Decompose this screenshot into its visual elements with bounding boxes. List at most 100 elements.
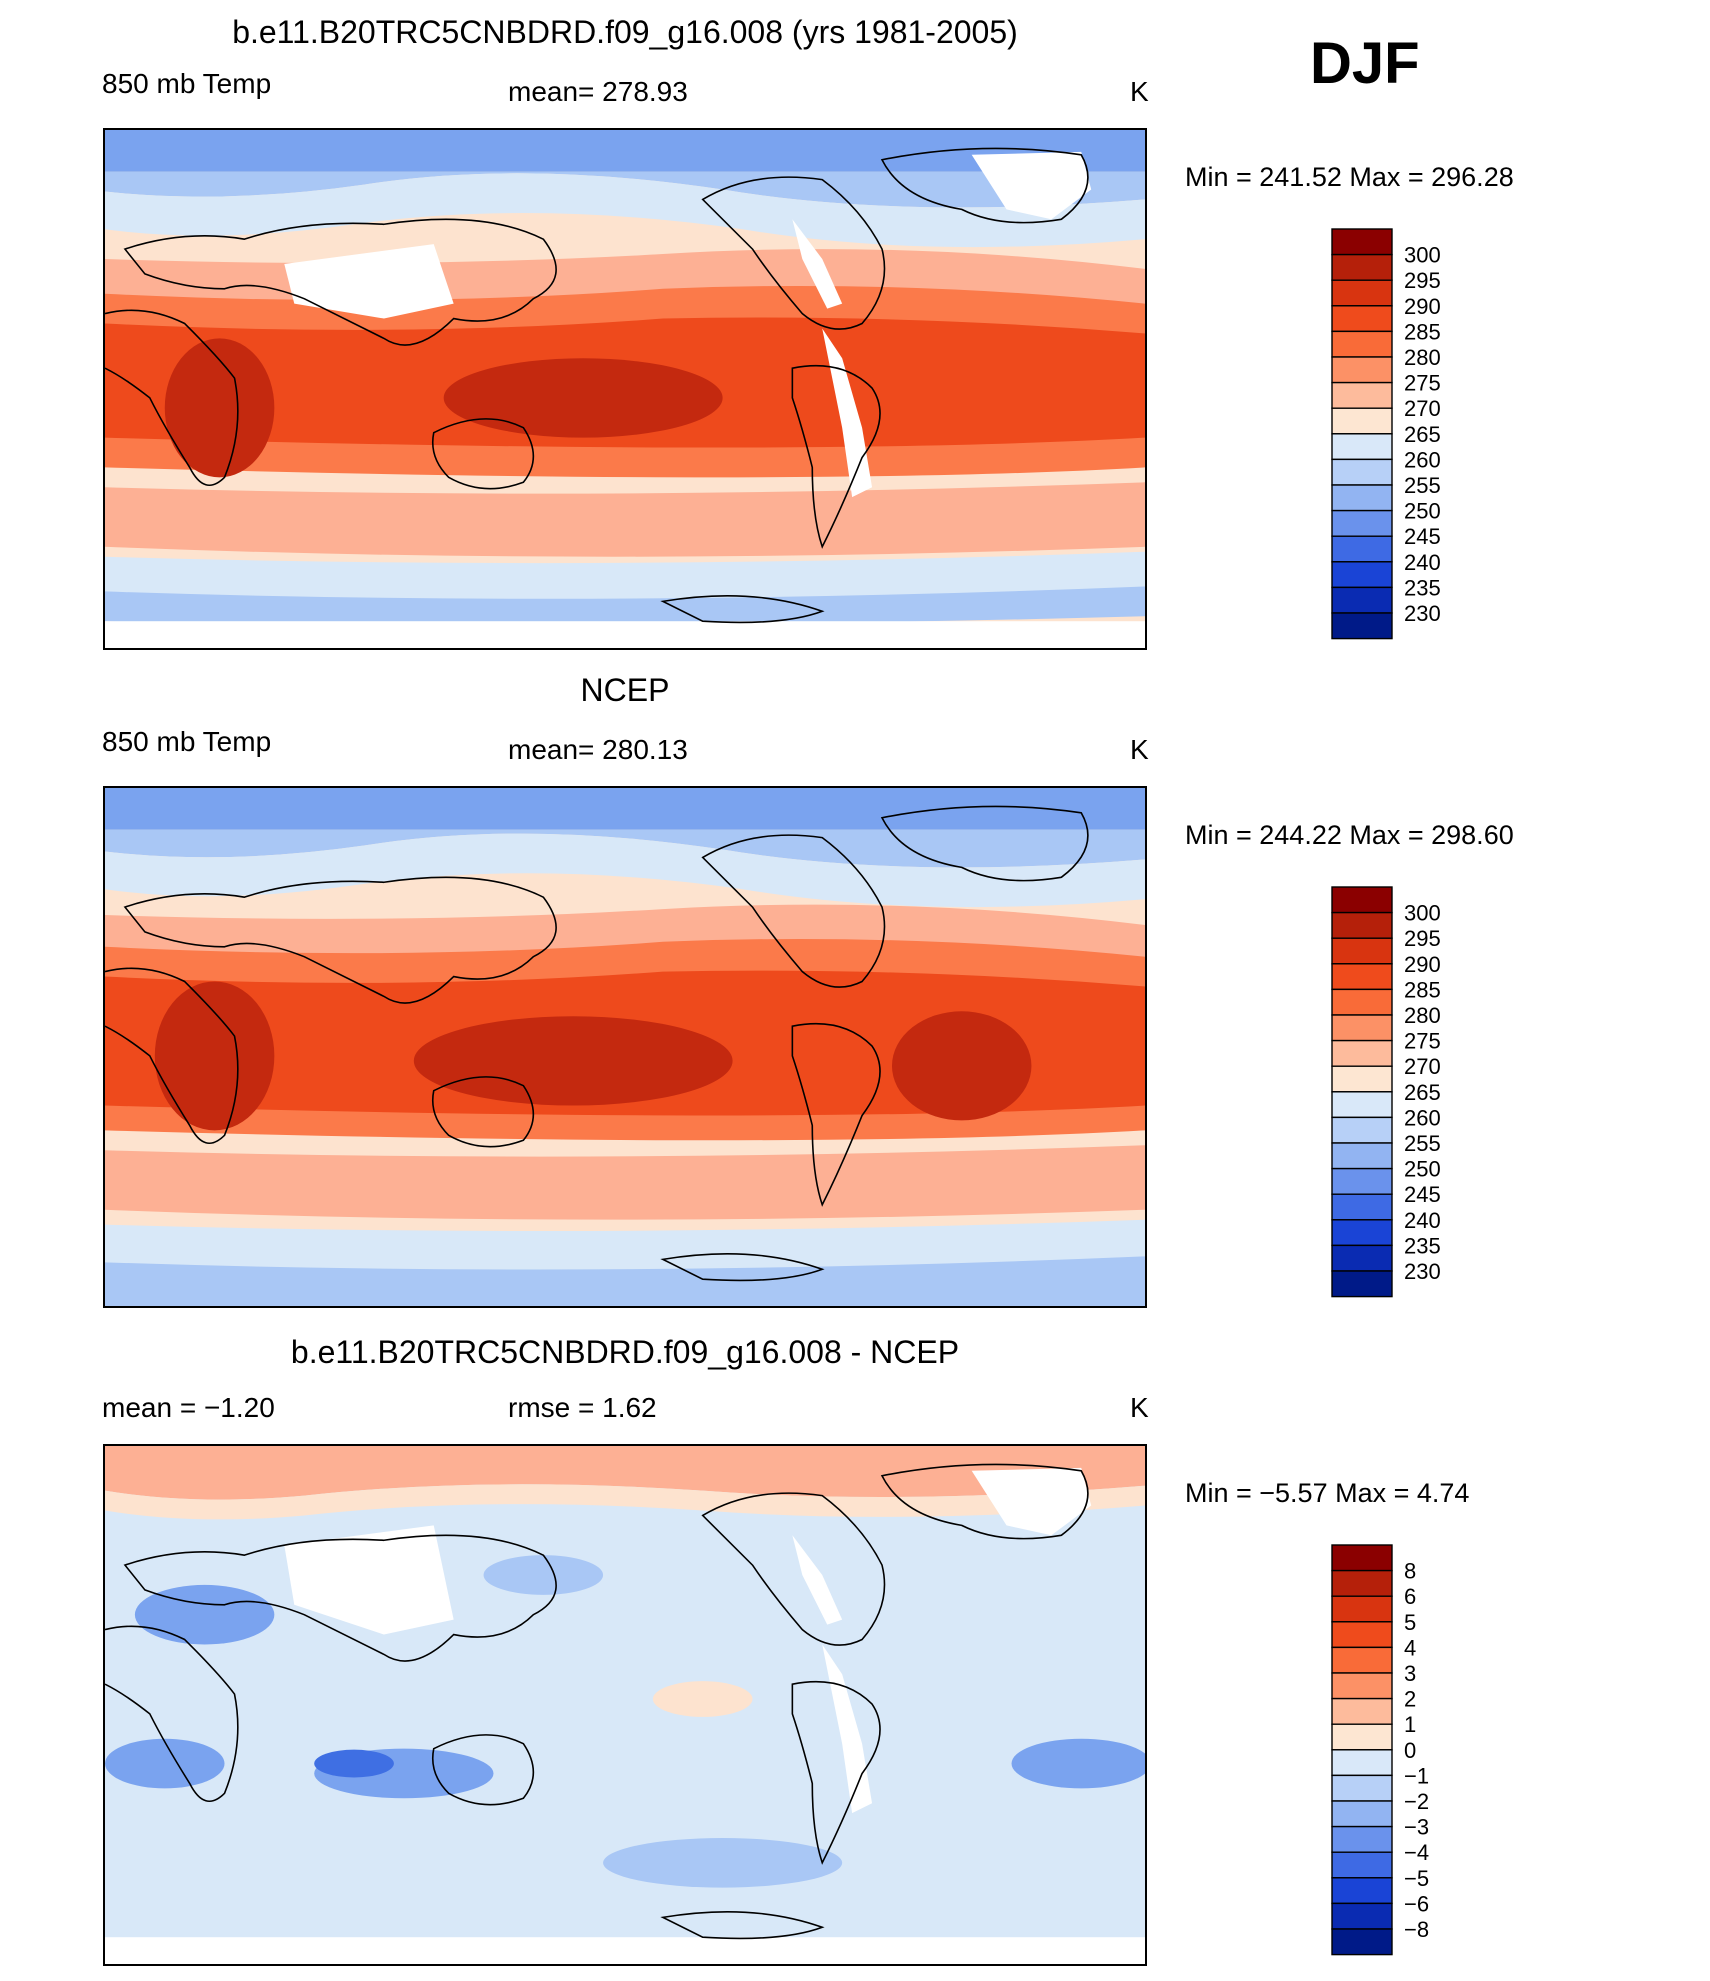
colorbar-box bbox=[1331, 1142, 1393, 1170]
colorbar-box bbox=[1331, 484, 1393, 512]
colorbar-box bbox=[1331, 1902, 1393, 1930]
colorbar-box bbox=[1331, 1014, 1393, 1042]
panel-2-variable-label: 850 mb Temp bbox=[102, 726, 272, 757]
colorbar-tick-label: 240 bbox=[1404, 550, 1441, 575]
p1-antarctica-missing bbox=[105, 621, 1145, 648]
colorbar-tick-label: −3 bbox=[1404, 1815, 1429, 1840]
colorbar-tick-label: 4 bbox=[1404, 1635, 1416, 1660]
p3-andes-missing bbox=[822, 1644, 873, 1814]
panel-1-variable-label: 850 mb Temp bbox=[102, 68, 272, 99]
season-label: DJF bbox=[1310, 31, 1420, 96]
colorbar-box bbox=[1331, 963, 1393, 991]
p1-andes-missing bbox=[822, 328, 873, 498]
colorbar-tick-label: 265 bbox=[1404, 422, 1441, 447]
colorbar-box bbox=[1331, 433, 1393, 461]
colorbar-tick-label: 300 bbox=[1404, 243, 1441, 268]
colorbar-box bbox=[1331, 1749, 1393, 1777]
colorbar-box bbox=[1331, 1723, 1393, 1751]
colorbar-tick-label: 255 bbox=[1404, 473, 1441, 498]
p2-samerica-warm bbox=[891, 1011, 1032, 1121]
p2-band-south-pale bbox=[105, 1219, 1145, 1275]
colorbar-tick-label: 270 bbox=[1404, 1054, 1441, 1079]
colorbar-tick-label: 275 bbox=[1404, 1029, 1441, 1054]
p1-band-south-blue bbox=[105, 586, 1145, 626]
colorbar-tick-label: 230 bbox=[1404, 601, 1441, 626]
colorbar-tick-label: −8 bbox=[1404, 1917, 1429, 1942]
colorbar-box bbox=[1331, 1065, 1393, 1093]
p2-band-north-blue bbox=[105, 829, 1145, 868]
colorbar-tick-label: −4 bbox=[1404, 1840, 1429, 1865]
p1-band-arctic bbox=[105, 130, 1145, 172]
colorbar-box bbox=[1331, 1851, 1393, 1879]
panel-1-units: K bbox=[1130, 76, 1149, 107]
colorbar-box bbox=[1331, 305, 1393, 333]
colorbar-tick-label: 6 bbox=[1404, 1584, 1416, 1609]
colorbar-tick-label: 275 bbox=[1404, 371, 1441, 396]
colorbar-box bbox=[1331, 1167, 1393, 1195]
colorbar-box bbox=[1331, 1646, 1393, 1674]
panel-2-mean-label: mean= 280.13 bbox=[508, 734, 688, 765]
panel-2-map bbox=[103, 786, 1147, 1308]
colorbar-tick-label: 270 bbox=[1404, 396, 1441, 421]
colorbar-tick-label: 245 bbox=[1404, 524, 1441, 549]
panel-2-units: K bbox=[1130, 734, 1149, 765]
colorbar-box bbox=[1331, 1825, 1393, 1853]
p1-rockies-missing bbox=[792, 219, 843, 309]
panel-1-mean-label: mean= 278.93 bbox=[508, 76, 688, 107]
panel-1-title: b.e11.B20TRC5CNBDRD.f09_g16.008 (yrs 198… bbox=[232, 14, 1018, 50]
colorbar-tick-label: −5 bbox=[1404, 1866, 1429, 1891]
colorbar-tick-label: 260 bbox=[1404, 1105, 1441, 1130]
p2-band-north-pale bbox=[105, 833, 1145, 908]
colorbar-box bbox=[1331, 1928, 1393, 1956]
p1-band-south-pale bbox=[105, 551, 1145, 607]
p3-rockies-missing bbox=[792, 1535, 843, 1625]
panel-3-minmax: Min = −5.57 Max = 4.74 bbox=[1185, 1478, 1470, 1508]
p3-tibet-missing bbox=[284, 1525, 454, 1635]
panel-3-map bbox=[103, 1444, 1147, 1966]
p2-warm-pool bbox=[413, 1016, 733, 1106]
panel-2-colorbar-labels: 3002952902852802752702652602552502452402… bbox=[1404, 901, 1441, 1284]
colorbar-box bbox=[1331, 253, 1393, 281]
colorbar-tick-label: 290 bbox=[1404, 952, 1441, 977]
p3-coastlines bbox=[105, 1463, 1089, 1940]
p2-band-south-blue bbox=[105, 1256, 1145, 1306]
colorbar-box bbox=[1331, 988, 1393, 1016]
p3-satl-cool bbox=[105, 1738, 225, 1789]
colorbar-tick-label: 5 bbox=[1404, 1610, 1416, 1635]
colorbar-box bbox=[1331, 1270, 1393, 1298]
colorbar-box bbox=[1331, 1039, 1393, 1067]
colorbar-box bbox=[1331, 1621, 1393, 1649]
panel-3-title: b.e11.B20TRC5CNBDRD.f09_g16.008 - NCEP bbox=[290, 1334, 960, 1370]
colorbar-tick-label: 260 bbox=[1404, 447, 1441, 472]
p1-band-south-warm bbox=[105, 482, 1145, 557]
colorbar-box bbox=[1331, 1697, 1393, 1725]
colorbar-box bbox=[1331, 381, 1393, 409]
colorbar-box bbox=[1331, 1193, 1393, 1221]
colorbar-box bbox=[1331, 586, 1393, 614]
p1-tibet-missing bbox=[284, 244, 454, 319]
panel-2-colorbar-boxes bbox=[1331, 886, 1393, 1298]
p3-antarctica-missing bbox=[105, 1937, 1145, 1964]
p3-indian-deep bbox=[314, 1749, 394, 1778]
colorbar-box bbox=[1331, 937, 1393, 965]
colorbar-box bbox=[1331, 1569, 1393, 1597]
colorbar-tick-label: 1 bbox=[1404, 1712, 1416, 1737]
panel-2-colorbar: 300 295 290 285 280 275 270 265 260 255 250 245 240 2… bbox=[1330, 885, 1470, 1300]
colorbar-tick-label: 265 bbox=[1404, 1080, 1441, 1105]
panel-2-minmax: Min = 244.22 Max = 298.60 bbox=[1185, 820, 1514, 850]
panel-3-colorbar: 8 6 5 4 3 2 1 0 −1 −2 −3 −4 −5 −6 −8 bbox=[1330, 1543, 1470, 1958]
colorbar-box bbox=[1331, 561, 1393, 589]
colorbar-tick-label: 290 bbox=[1404, 294, 1441, 319]
colorbar-box bbox=[1331, 1116, 1393, 1144]
p3-sahara-cool bbox=[134, 1584, 275, 1645]
colorbar-box bbox=[1331, 612, 1393, 640]
p1-greenland-missing bbox=[971, 151, 1092, 220]
panel-1-colorbar-labels: 3002952902852802752702652602552502452402… bbox=[1404, 243, 1441, 626]
colorbar-box bbox=[1331, 1595, 1393, 1623]
p1-band-north-blue bbox=[105, 171, 1145, 208]
colorbar-tick-label: 8 bbox=[1404, 1559, 1416, 1584]
panel-1-colorbar-svg: 3002952902852802752702652602552502452402… bbox=[1331, 228, 1441, 640]
p2-africa-warm bbox=[154, 981, 275, 1131]
colorbar-tick-label: 295 bbox=[1404, 926, 1441, 951]
colorbar-tick-label: 235 bbox=[1404, 575, 1441, 600]
